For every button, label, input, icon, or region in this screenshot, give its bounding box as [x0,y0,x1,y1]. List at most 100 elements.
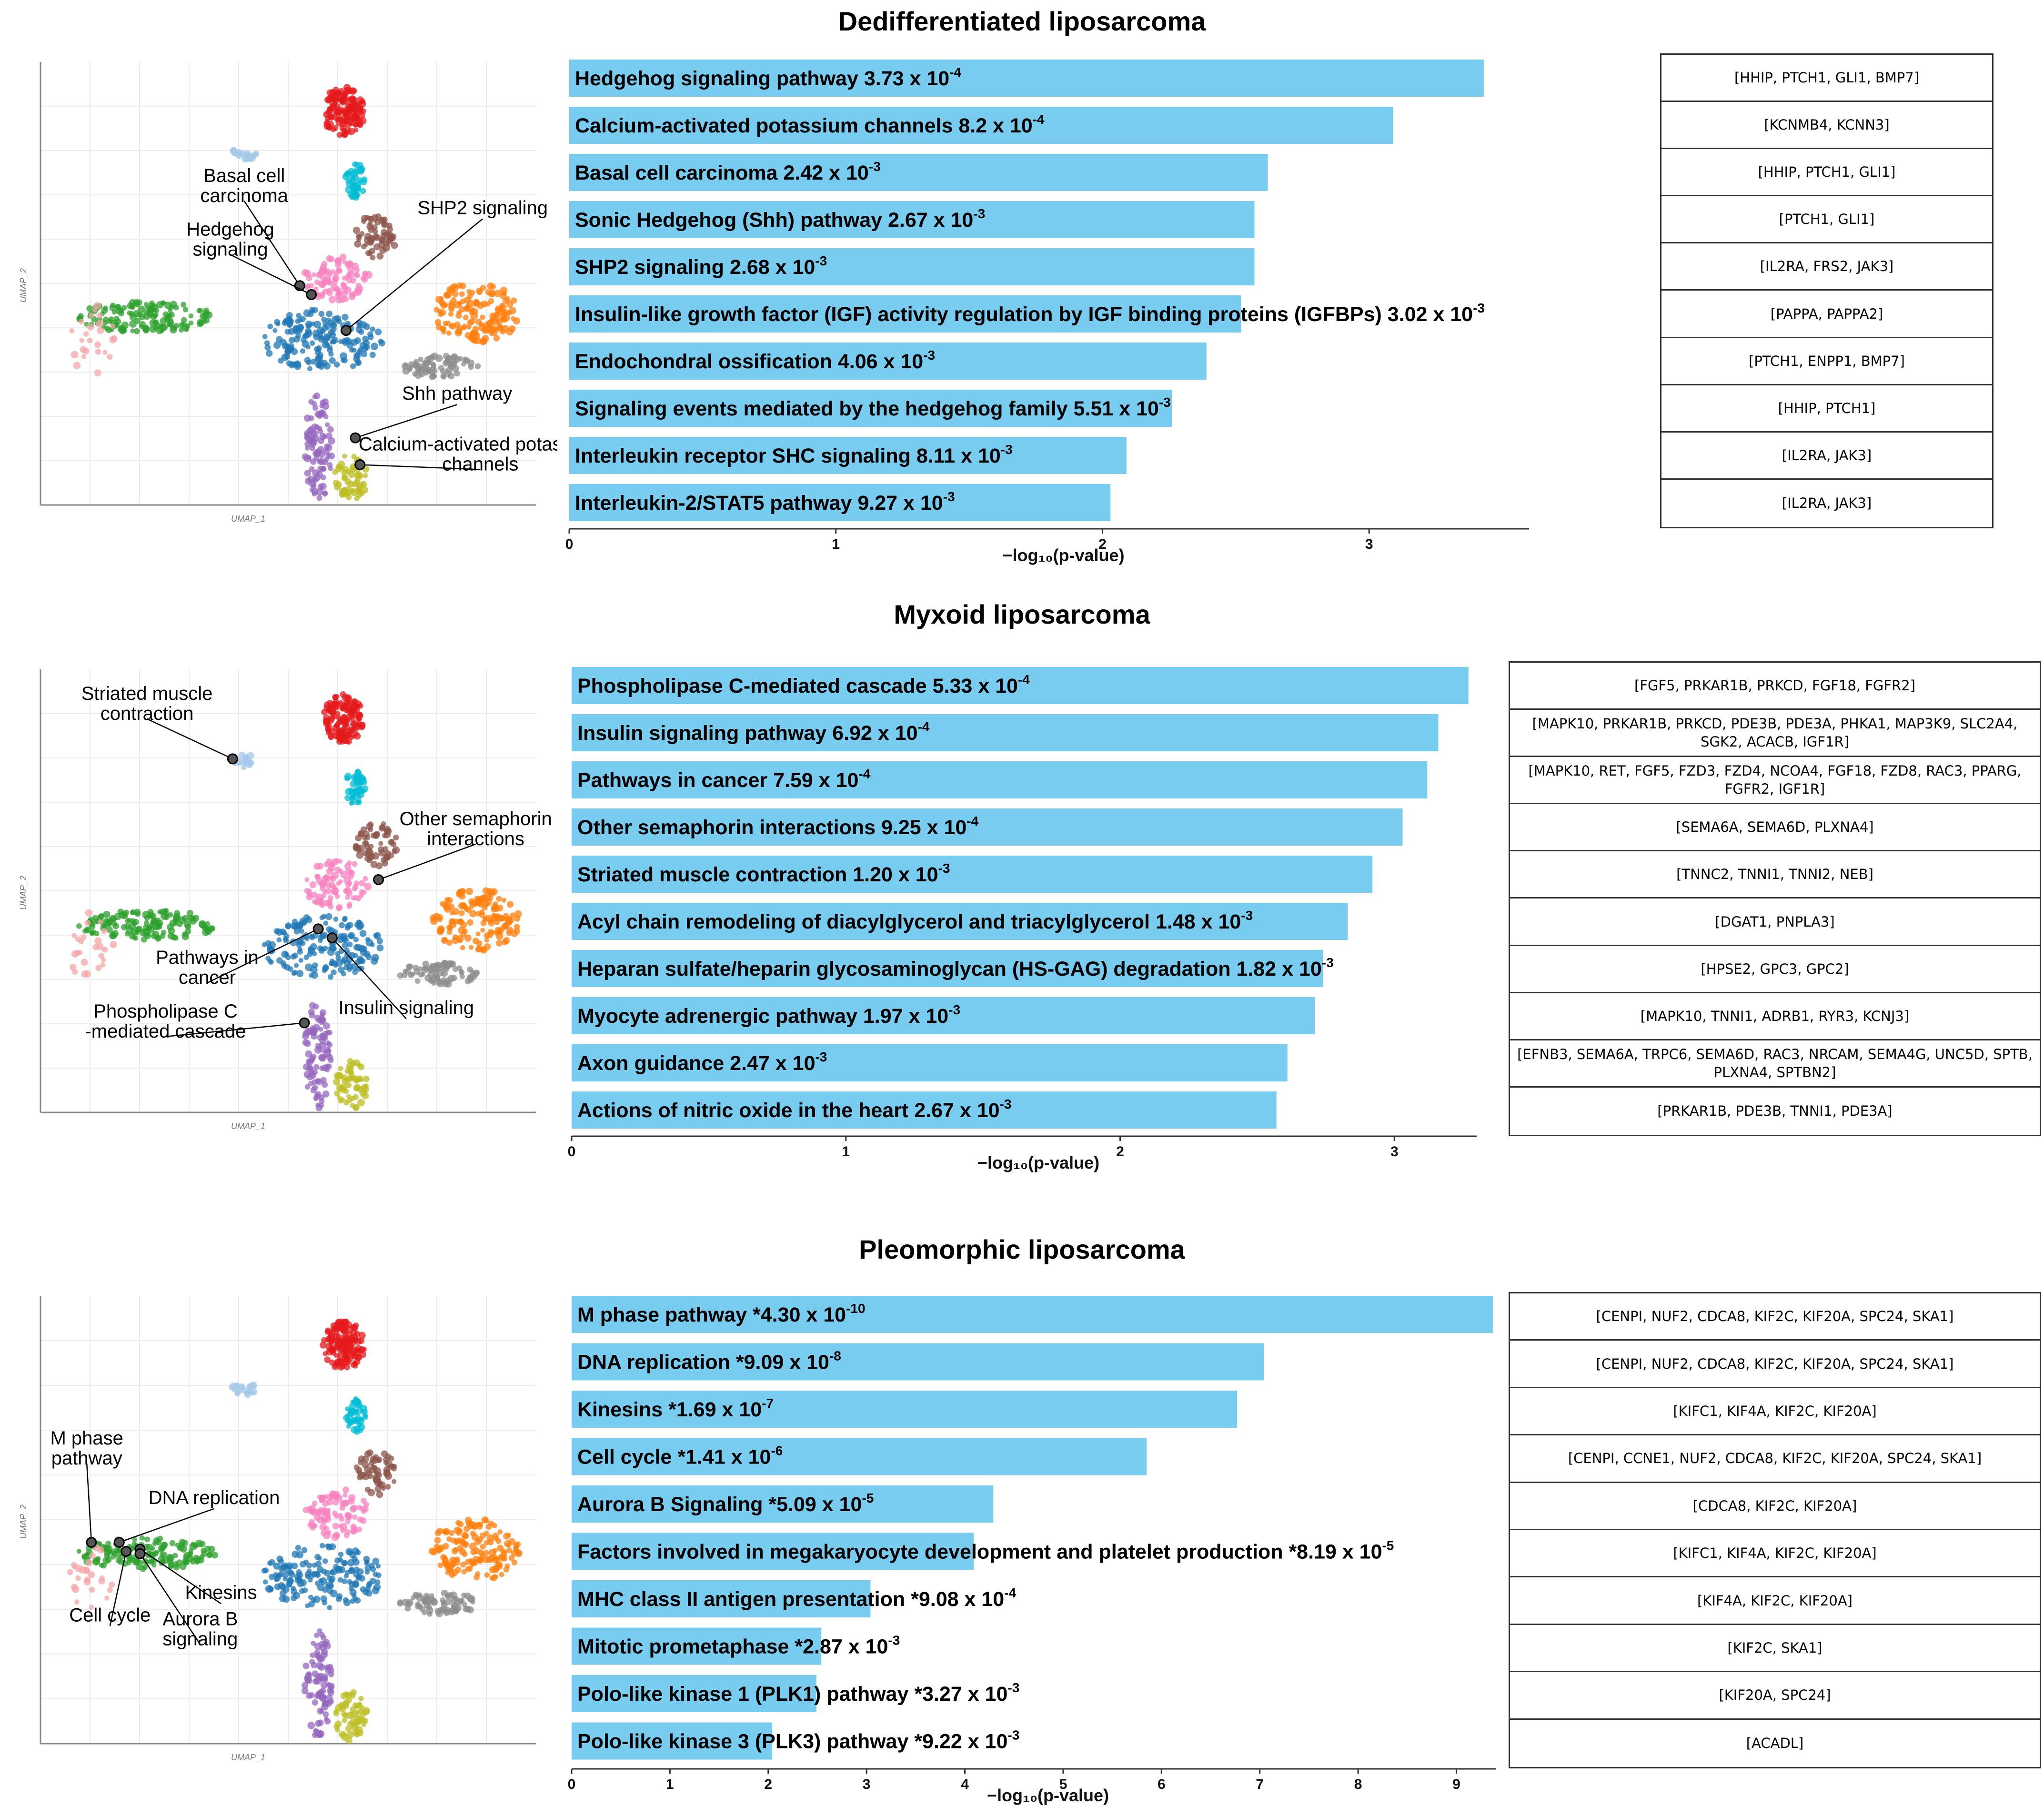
umap-point [342,916,348,921]
umap-point [152,319,158,325]
umap-point [286,320,293,327]
umap-point [273,928,280,935]
umap-point [402,367,410,375]
umap-point [340,707,345,712]
umap-point [514,1545,519,1551]
umap-point [496,928,504,935]
umap-point [484,1572,490,1578]
umap-point [430,917,438,925]
umap-point [309,881,317,888]
umap-point [373,832,380,839]
umap-point [359,231,365,237]
umap-point [481,1516,489,1524]
umap-point [484,938,489,943]
bar [569,248,1255,285]
umap-point [374,328,382,335]
umap-point [338,1098,343,1104]
umap-point [329,100,337,107]
umap-point [310,966,318,974]
umap-point [320,1687,326,1694]
umap-point [325,444,332,451]
umap-point [341,1734,349,1741]
umap-point [361,1408,368,1415]
umap-point [273,341,281,349]
umap-point [336,1337,342,1343]
umap-point [458,888,466,896]
umap-point [161,1552,168,1558]
umap-point [302,1587,308,1594]
umap-point [463,906,470,912]
umap-point [459,291,465,297]
umap-point [480,928,485,933]
umap-point [99,1575,105,1581]
umap-point [101,946,108,953]
umap-point [336,905,342,911]
umap-point [443,302,448,308]
umap-point [89,930,95,936]
umap-point [302,1032,310,1040]
umap-point [490,889,496,895]
umap-point [359,321,367,329]
umap-point [301,269,309,276]
umap-point [303,414,311,422]
umap-point [305,1050,312,1058]
umap-point [457,918,464,925]
umap-point [351,1504,358,1512]
umap-point [342,1493,348,1498]
umap-point [367,221,373,227]
umap-point [307,366,312,372]
umap-point [273,1562,281,1570]
bar-label: Phospholipase C-mediated cascade 5.33 x … [577,672,1030,697]
gene-list-cell: [PAPPA, PAPPA2] [1661,291,1992,338]
umap-point [388,1455,394,1462]
umap-point [357,1099,365,1107]
umap-point [80,346,87,353]
umap-point [322,1090,330,1098]
umap-point [71,933,77,939]
umap-point [172,918,178,923]
umap-point [476,1556,484,1564]
umap-point [494,289,502,297]
umap-point [288,361,296,369]
umap-point [355,1413,361,1420]
umap-point [365,953,372,960]
umap-point [497,1529,503,1534]
umap-point [96,320,104,328]
bar-label: Sonic Hedgehog (Shh) pathway 2.67 x 10-3 [575,206,985,232]
bar [572,856,1373,893]
umap-point [317,425,322,431]
umap-point [451,353,458,361]
umap-point [342,466,349,473]
umap-point [343,1088,349,1094]
umap-point [320,291,326,297]
umap-point [440,1597,446,1604]
umap-point [472,970,479,978]
umap-point [325,1327,331,1334]
umap-point [482,887,489,894]
umap-point [207,1552,213,1558]
umap-point [313,1693,319,1699]
umap-point [488,1555,495,1562]
umap-point [337,1577,343,1583]
umap-point [356,1075,363,1082]
umap-point [422,966,427,971]
umap-point [327,974,334,980]
umap-point [325,1665,332,1671]
umap-point [349,194,356,201]
umap-point [81,959,88,966]
umap-point [81,354,87,359]
umap-point [488,330,495,336]
bar [569,295,1241,333]
umap-point [513,928,521,935]
umap-point [372,1465,378,1471]
umap-point [277,1582,285,1590]
umap-point [476,940,483,947]
umap-point [334,116,340,122]
umap-point [242,754,249,762]
umap-point [433,306,440,313]
umap-point [341,1711,347,1717]
umap-point [482,1555,490,1563]
umap-point [334,257,342,265]
umap-point [141,1564,148,1570]
umap-point [297,938,303,945]
